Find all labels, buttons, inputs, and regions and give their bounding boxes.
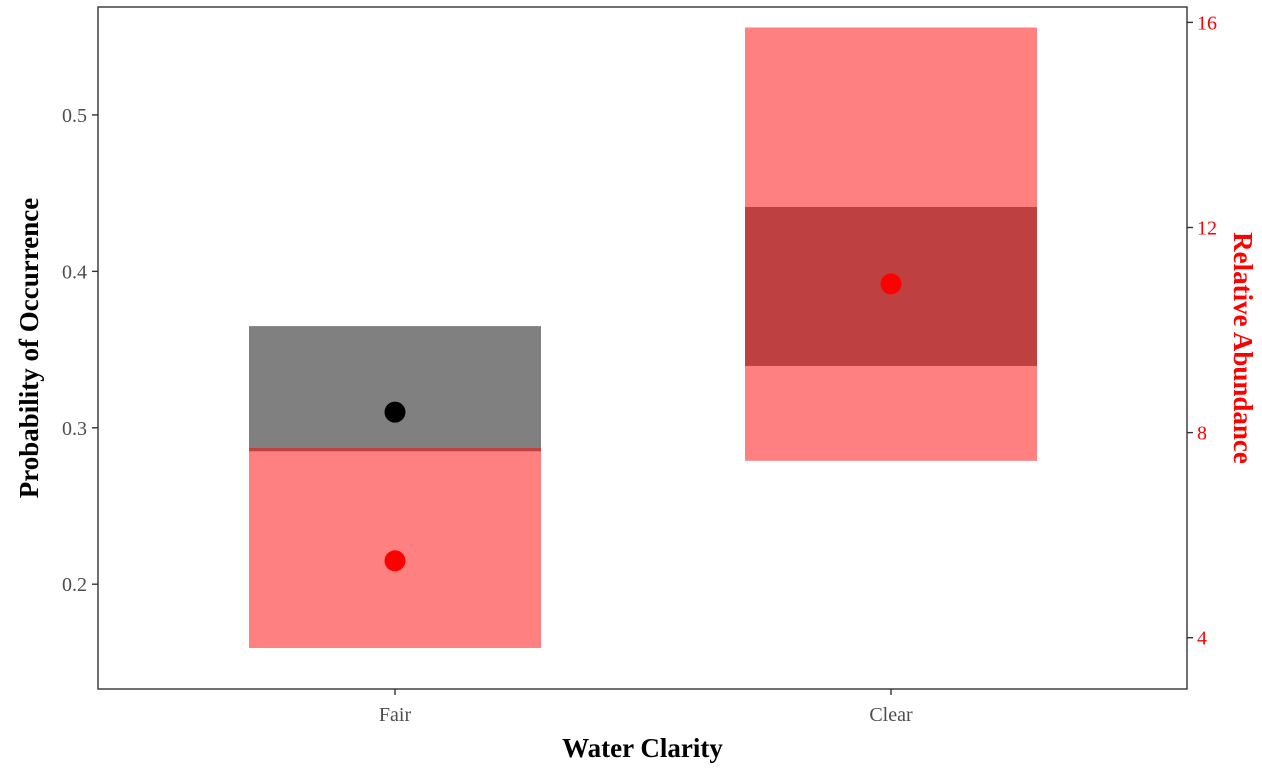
y-left-tick-label: 0.2 bbox=[62, 574, 87, 596]
y-right-tick-label: 4 bbox=[1197, 628, 1207, 650]
abundance-point-fair bbox=[384, 550, 406, 572]
y-left-tick-label: 0.3 bbox=[62, 418, 87, 440]
x-axis-title: Water Clarity bbox=[562, 733, 723, 763]
x-tick-label-fair: Fair bbox=[379, 704, 412, 726]
occurrence-point-fair bbox=[384, 401, 406, 423]
y-axis-right-title: Relative Abundance bbox=[1228, 232, 1258, 464]
abundance-point-clear bbox=[880, 273, 902, 295]
chart-marks bbox=[249, 27, 1037, 648]
chart-axes: 0.2 0.3 0.4 0.5 4 8 12 16 Fair Clear bbox=[62, 6, 1217, 726]
y-left-tick-label: 0.5 bbox=[62, 105, 87, 127]
occurrence-interval-fair bbox=[249, 326, 541, 452]
abundance-interval-fair bbox=[249, 447, 541, 648]
y-right-tick-label: 16 bbox=[1197, 12, 1217, 34]
y-right-tick-label: 12 bbox=[1197, 217, 1217, 239]
overlap-interval-fair bbox=[249, 447, 541, 452]
y-axis-left-title: Probability of Occurrence bbox=[14, 198, 44, 498]
panel-border bbox=[97, 6, 1188, 690]
y-right-tick-label: 8 bbox=[1197, 423, 1207, 445]
y-left-tick-label: 0.4 bbox=[62, 261, 87, 283]
x-tick-label-clear: Clear bbox=[869, 704, 913, 726]
